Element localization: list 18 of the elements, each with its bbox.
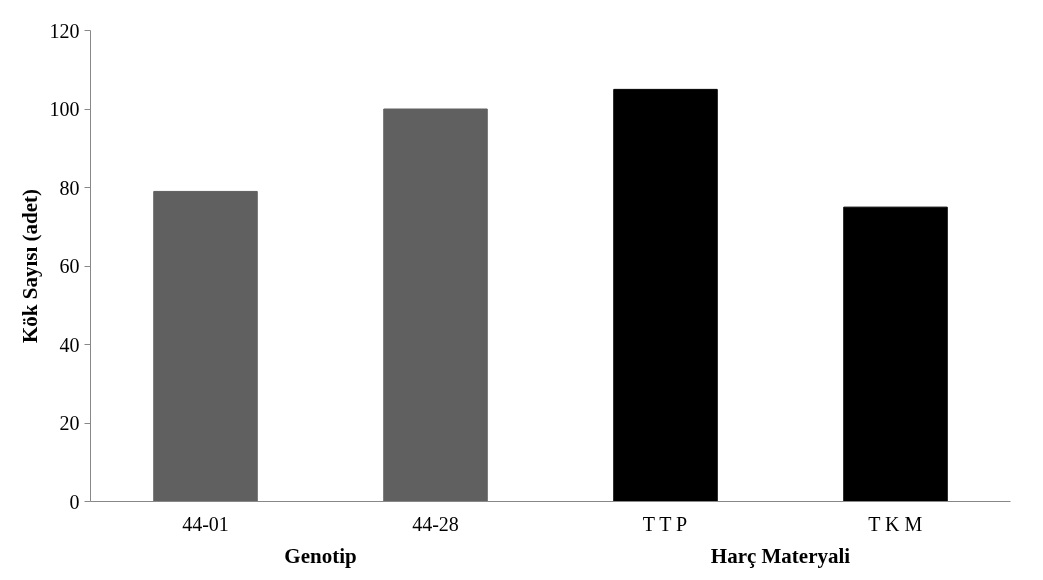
text: Harç Materyali [710, 543, 851, 568]
y-tick-label: 120 [49, 19, 80, 42]
y-tick-label: 20 [59, 412, 80, 434]
bar [613, 88, 718, 502]
bar [153, 190, 258, 502]
y-tick-label: 40 [59, 333, 80, 356]
bar [383, 108, 488, 502]
y-tick-label: 60 [59, 255, 80, 277]
y-axis-title: Kök Sayısı (adet) [17, 188, 42, 344]
y-tick-label: 0 [69, 490, 80, 513]
bar [843, 206, 948, 502]
y-tick-label: 100 [49, 98, 80, 120]
text: Genotip [284, 543, 357, 568]
x-tick-label: 44-01 [182, 512, 229, 535]
x-tick-label: 44-28 [412, 512, 459, 535]
x-tick-label: T T P [642, 512, 688, 535]
x-tick-label: T K M [868, 512, 923, 535]
y-tick-label: 80 [59, 176, 80, 199]
